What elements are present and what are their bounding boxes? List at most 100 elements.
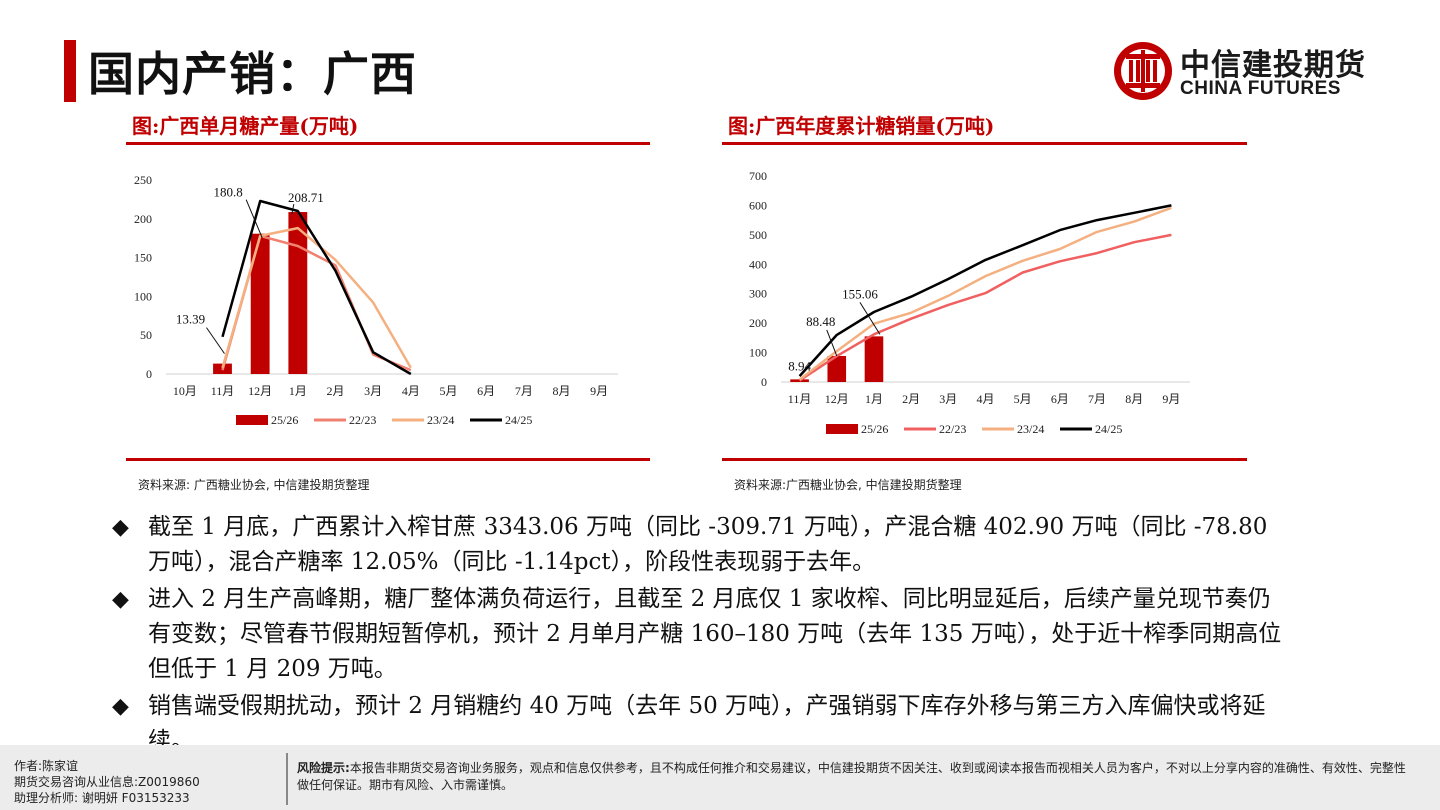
line-series-22/23 [221,234,412,372]
footer-author-info: 作者:陈家谊 期货交易咨询从业信息:Z0019860 助理分析师: 谢明妍 F0… [14,758,200,806]
left-chart-top-rule [126,142,650,145]
data-label: 180.8 [214,185,243,200]
footer-divider [286,753,288,805]
legend-label-24/25: 24/25 [505,413,532,427]
x-tick-label: 8月 [552,384,570,398]
right-chart-title: 图:广西年度累计糖销量(万吨) [728,114,995,138]
legend-label-23/24: 23/24 [427,413,454,427]
footer-author: 作者:陈家谊 [14,759,79,773]
data-label: 8.94 [788,358,811,373]
bar-25/26-12月 [827,355,847,382]
right-chart-top-rule [722,142,1247,145]
china-futures-emblem-icon [1114,42,1172,100]
data-label-leader [291,203,295,215]
data-label: 13.39 [176,312,205,327]
x-tick-label: 2月 [902,392,920,406]
y-tick-label: 200 [749,316,767,330]
legend-label-23/24: 23/24 [1017,422,1044,436]
bar-25/26-1月 [288,212,308,374]
diamond-bullet-icon: ◆ [112,515,129,540]
x-tick-label: 2月 [326,384,344,398]
legend-label-25/26: 25/26 [271,413,298,427]
y-tick-label: 100 [134,289,152,303]
x-tick-label: 5月 [1014,392,1032,406]
legend-swatch-25/26 [236,415,268,425]
logo-name-en: CHINA FUTURES [1180,78,1341,99]
legend-label-24/25: 24/25 [1095,422,1122,436]
y-tick-label: 200 [134,212,152,226]
right-chart-source: 资料来源:广西糖业协会, 中信建投期货整理 [734,478,962,492]
x-tick-label: 3月 [939,392,957,406]
footer-assistant: 助理分析师: 谢明妍 F03153233 [14,791,190,805]
bar-25/26-1月 [864,336,884,382]
y-tick-label: 0 [146,367,152,381]
bullet-list: ◆ 截至 1 月底，广西累计入榨甘蔗 3343.06 万吨（同比 -309.71… [112,510,1292,761]
x-tick-label: 6月 [1051,392,1069,406]
footer: 作者:陈家谊 期货交易咨询从业信息:Z0019860 助理分析师: 谢明妍 F0… [0,745,1440,810]
x-tick-label: 11月 [788,392,812,406]
left-chart-bottom-rule [126,458,650,461]
footer-license: 期货交易咨询从业信息:Z0019860 [14,775,200,789]
line-series-24/25 [798,204,1172,377]
line-series-22/23 [798,233,1172,382]
legend-swatch-25/26 [826,424,858,434]
y-tick-label: 400 [749,257,767,271]
data-label: 88.48 [806,314,835,329]
page-title: 国内产销：广西 [88,47,417,101]
legend-label-22/23: 22/23 [349,413,376,427]
x-tick-label: 7月 [515,384,533,398]
x-tick-label: 10月 [173,384,197,398]
x-tick-label: 11月 [211,384,235,398]
data-label: 208.71 [288,190,324,205]
x-tick-label: 4月 [976,392,994,406]
bullet-text: 截至 1 月底，广西累计入榨甘蔗 3343.06 万吨（同比 -309.71 万… [148,514,1268,575]
risk-text: 本报告非期货交易咨询业务服务，观点和信息仅供参考，且不构成任何推介和交易建议，中… [297,761,1406,792]
x-tick-label: 1月 [289,384,307,398]
x-tick-label: 1月 [865,392,883,406]
bar-25/26-12月 [250,233,270,374]
bullet-item: ◆ 进入 2 月生产高峰期，糖厂整体满负荷运行，且截至 2 月底仅 1 家收榨、… [112,582,1292,687]
y-tick-label: 50 [140,328,152,342]
data-label-leader [826,329,838,357]
data-label-leader [245,199,263,238]
x-tick-label: 7月 [1088,392,1106,406]
x-tick-label: 4月 [402,384,420,398]
y-tick-label: 100 [749,346,767,360]
data-label-leader [206,327,225,354]
line-series-23/24 [798,206,1172,381]
y-tick-label: 600 [749,198,767,212]
y-tick-label: 250 [134,173,152,187]
bar-25/26-11月 [790,379,809,382]
data-label: 155.06 [842,286,878,301]
bullet-text: 进入 2 月生产高峰期，糖厂整体满负荷运行，且截至 2 月底仅 1 家收榨、同比… [148,586,1282,682]
bullet-item: ◆ 截至 1 月底，广西累计入榨甘蔗 3343.06 万吨（同比 -309.71… [112,510,1292,580]
legend-label-25/26: 25/26 [861,422,888,436]
x-tick-label: 12月 [825,392,849,406]
x-tick-label: 9月 [590,384,608,398]
logo-name-cn: 中信建投期货 [1180,48,1366,83]
y-tick-label: 300 [749,287,767,301]
data-label-leader [859,302,881,335]
x-tick-label: 6月 [477,384,495,398]
x-tick-label: 8月 [1125,392,1143,406]
y-tick-label: 500 [749,228,767,242]
line-series-23/24 [221,226,412,369]
y-tick-label: 0 [761,375,767,389]
right-chart-bottom-rule [722,458,1247,461]
line-series-24/25 [221,199,412,376]
diamond-bullet-icon: ◆ [112,587,129,612]
company-logo: 中信建投期货 CHINA FUTURES [1112,38,1374,104]
cumulative-sales-chart: 0 100 200 300 400 500 600 700 11月 12月 1月 2月 3月 4月 5月 6月… [749,169,1190,436]
left-chart-title: 图:广西单月糖产量(万吨) [132,114,359,138]
left-chart-source: 资料来源: 广西糖业协会, 中信建投期货整理 [138,478,370,492]
x-tick-label: 9月 [1162,392,1180,406]
y-tick-label: 150 [134,251,152,265]
title-accent-bar [64,40,76,102]
footer-risk-notice: 风险提示:本报告非期货交易咨询业务服务，观点和信息仅供参考，且不构成任何推介和交… [297,760,1407,794]
x-tick-label: 3月 [364,384,382,398]
diamond-bullet-icon: ◆ [112,694,129,719]
x-tick-label: 5月 [439,384,457,398]
y-tick-label: 700 [749,169,767,183]
legend-label-22/23: 22/23 [939,422,966,436]
monthly-production-chart: 0 50 100 150 200 250 10月 11月 12月 1月 2月 3月 4月 5月 6月 7月 8月… [134,173,618,427]
